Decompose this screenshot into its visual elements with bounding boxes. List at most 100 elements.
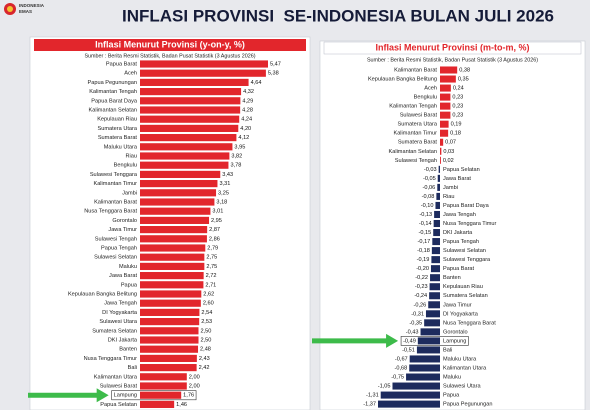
value-label: 2,71 <box>205 282 216 288</box>
bar <box>440 93 451 101</box>
value-label: 2,72 <box>206 273 217 279</box>
category-label: Maluku <box>443 375 461 381</box>
category-label: Sulawesi Tengah <box>95 236 137 242</box>
value-label: 0,35 <box>458 77 469 83</box>
value-label: 2,42 <box>199 365 210 371</box>
value-label: 2,53 <box>201 319 212 325</box>
category-label: DI Yogyakarta <box>443 311 479 317</box>
bar <box>409 355 440 363</box>
value-label: -1,31 <box>366 393 379 399</box>
value-label: 5,47 <box>270 61 281 67</box>
bar <box>140 161 229 169</box>
value-label: 3,43 <box>222 172 233 178</box>
value-label: -0,67 <box>395 356 408 362</box>
category-label: Riau <box>443 194 455 200</box>
value-label: 4,28 <box>242 107 253 113</box>
bar <box>140 272 204 280</box>
value-label: -0,15 <box>418 230 431 236</box>
category-label: Sumatera Selatan <box>92 328 137 334</box>
value-label: -0,51 <box>402 347 415 353</box>
bar <box>420 328 440 336</box>
bar <box>140 143 233 151</box>
category-label: Maluku <box>119 264 137 270</box>
bar <box>140 299 201 307</box>
category-label: Lampung <box>114 393 137 399</box>
bar <box>140 290 202 298</box>
value-label: 5,38 <box>268 71 279 77</box>
bar <box>140 180 218 188</box>
bar <box>140 60 268 68</box>
bar <box>430 265 440 273</box>
bar <box>440 75 456 83</box>
category-label: Kalimantan Timur <box>393 131 437 137</box>
bar <box>440 84 451 92</box>
value-label: -0,06 <box>423 185 436 191</box>
chart-title: Inflasi Menurut Provinsi (m-to-m, %) <box>375 42 529 52</box>
bar <box>140 364 197 372</box>
category-label: Jawa Barat <box>443 176 471 182</box>
bar <box>433 219 440 228</box>
category-label: Kalimantan Selatan <box>388 149 437 155</box>
bar <box>140 216 210 224</box>
bar <box>437 174 440 182</box>
category-label: Sumatera Barat <box>98 135 138 141</box>
bar <box>140 244 206 252</box>
bar <box>440 102 451 110</box>
category-label: DKI Jakarta <box>108 337 138 343</box>
bar <box>140 281 204 289</box>
bar <box>378 400 440 408</box>
bar <box>140 327 199 335</box>
value-label: 2,54 <box>201 310 212 316</box>
value-label: 2,75 <box>206 264 217 270</box>
value-label: 2,48 <box>200 347 211 353</box>
category-label: Nusa Tenggara Barat <box>84 209 137 215</box>
bar <box>140 106 241 114</box>
value-label: -0,68 <box>394 365 407 371</box>
category-label: Papua Barat Daya <box>91 98 138 104</box>
category-label: Sulawesi Tenggara <box>443 257 491 263</box>
bar <box>140 170 221 178</box>
value-label: 2,43 <box>199 356 210 362</box>
category-label: Papua <box>443 393 460 399</box>
category-label: Papua Tengah <box>101 245 137 251</box>
value-label: -0,31 <box>411 311 424 317</box>
bar <box>140 235 207 243</box>
value-label: 3,25 <box>218 190 229 196</box>
value-label: -0,05 <box>423 176 436 182</box>
bar <box>140 345 199 353</box>
bar <box>380 391 440 399</box>
bar <box>140 336 199 344</box>
logo-text: INDONESIA <box>19 3 45 8</box>
value-label: 0,19 <box>451 122 462 128</box>
bar <box>140 207 211 215</box>
category-label: Papua Pegunungan <box>88 80 137 86</box>
value-label: -0,14 <box>419 221 432 227</box>
category-label: Bengkulu <box>414 95 437 101</box>
value-label: -0,26 <box>413 302 426 308</box>
value-label: 0,23 <box>452 113 463 119</box>
value-label: 4,24 <box>241 117 252 123</box>
bar <box>140 253 205 261</box>
bar <box>409 364 440 372</box>
bar <box>392 382 440 390</box>
source-note: Sumber : Berita Resmi Statistik, Badan P… <box>367 57 538 63</box>
category-label: Kalimantan Utara <box>443 365 487 371</box>
category-label: Sulawesi Selatan <box>443 248 486 254</box>
bar <box>431 247 440 255</box>
bar <box>416 346 440 354</box>
source-note: Sumber : Berita Resmi Statistik, Badan P… <box>84 53 255 59</box>
category-label: Bali <box>128 365 137 371</box>
category-label: Papua Selatan <box>443 167 480 173</box>
value-label: -0,43 <box>406 329 419 335</box>
panel <box>319 40 586 410</box>
bar <box>429 292 440 300</box>
value-label: -0,18 <box>417 248 430 254</box>
bar <box>435 201 440 209</box>
value-label: 3,01 <box>212 209 223 215</box>
category-label: DKI Jakarta <box>443 230 473 236</box>
value-label: -0,19 <box>417 257 430 263</box>
category-label: Sumatera Utara <box>98 126 138 132</box>
category-label: Jawa Tengah <box>104 301 137 307</box>
